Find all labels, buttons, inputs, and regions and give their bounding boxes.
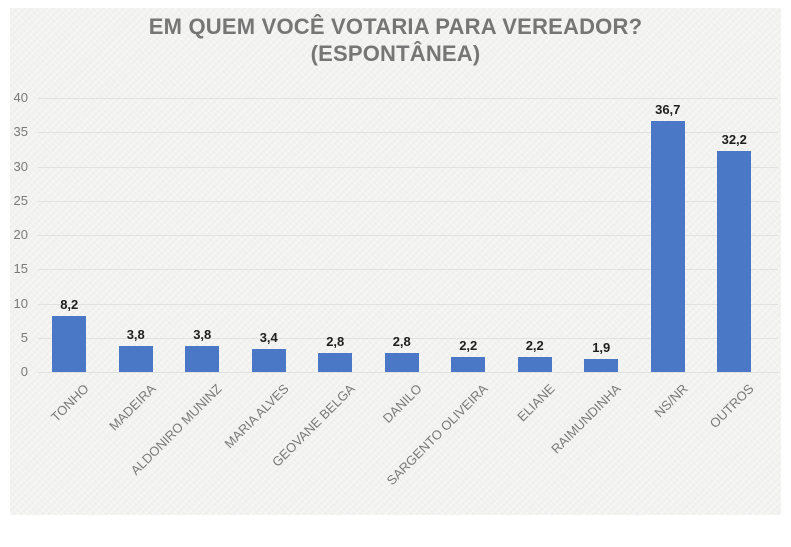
y-axis-tick-label: 15 <box>13 261 28 277</box>
y-axis-tick-label: 35 <box>13 124 28 140</box>
bar-value-label: 8,2 <box>60 296 79 312</box>
chart-title: EM QUEM VOCÊ VOTARIA PARA VEREADOR? (ESP… <box>10 13 781 67</box>
bar-value-label: 2,2 <box>459 337 478 353</box>
bar <box>118 345 153 372</box>
bar-value-label: 1,9 <box>592 339 611 355</box>
bar <box>717 151 752 372</box>
gridline <box>38 200 778 202</box>
bar-value-label: 3,8 <box>193 326 212 342</box>
gridline <box>38 269 778 271</box>
y-axis-tick-label: 20 <box>13 227 28 242</box>
bar-value-label: 3,4 <box>259 329 278 345</box>
bar <box>251 348 286 372</box>
gridline <box>38 166 778 168</box>
y-axis-tick-label: 10 <box>13 295 28 311</box>
bar <box>318 352 353 372</box>
gridline <box>38 235 778 236</box>
bar <box>650 120 685 372</box>
gridline <box>38 303 778 305</box>
bar-chart: EM QUEM VOCÊ VOTARIA PARA VEREADOR? (ESP… <box>10 8 781 515</box>
gridline <box>38 372 778 373</box>
gridline <box>38 337 778 339</box>
y-axis-tick-label: 40 <box>13 90 28 105</box>
bar <box>451 356 486 372</box>
y-axis-tick-label: 0 <box>20 364 28 379</box>
bar-value-label: 2,8 <box>392 333 411 349</box>
bar-value-label: 2,8 <box>326 333 345 349</box>
y-axis-tick-label: 30 <box>13 158 28 174</box>
gridline <box>38 98 778 99</box>
chart-screenshot: { "page": { "background": "#ffffff", "pl… <box>10 8 781 515</box>
bar-value-label: 32,2 <box>721 132 747 148</box>
y-axis-tick-label: 5 <box>20 329 28 345</box>
chart-title-line1: EM QUEM VOCÊ VOTARIA PARA VEREADOR? <box>148 14 643 39</box>
y-axis-tick-label: 25 <box>13 192 28 208</box>
bar <box>185 345 220 372</box>
bar <box>52 315 87 372</box>
chart-title-line2: (ESPONTÂNEA) <box>310 41 481 66</box>
bar <box>517 356 552 372</box>
bar-value-label: 3,8 <box>126 326 145 342</box>
bar-value-label: 2,2 <box>525 337 544 353</box>
bar <box>384 352 419 372</box>
plot-area: 0 5 10 15 20 25 30 35 40 8,2 TONHO 3,8 MADEIRA 3,8 ALD… <box>10 8 781 515</box>
bar-value-label: 36,7 <box>655 101 681 117</box>
bar <box>584 358 619 372</box>
gridline <box>38 132 778 134</box>
